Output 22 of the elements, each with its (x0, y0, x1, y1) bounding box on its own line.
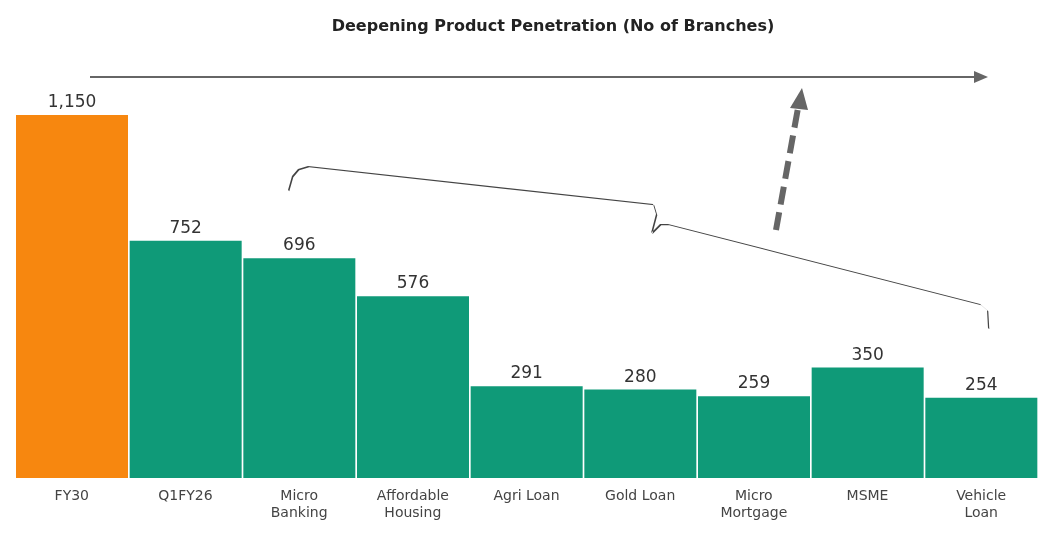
bar (357, 296, 469, 478)
data-label: 696 (283, 234, 316, 255)
x-tick-label: Vehicle Loan (956, 487, 1007, 520)
data-label: 576 (396, 272, 430, 293)
x-tick-label: MSME (846, 487, 889, 503)
chart-title: Deepening Product Penetration (No of Branches) (330, 16, 776, 35)
x-tick-label: Agri Loan (493, 487, 560, 503)
data-label: 350 (851, 343, 884, 364)
x-tick-label: Affordable Housing (376, 487, 449, 520)
data-label: 1,150 (47, 91, 97, 111)
x-tick-label: Micro Mortgage (720, 487, 788, 520)
x-tick-label: Micro Banking (270, 487, 328, 520)
x-tick-label: Q1FY26 (158, 487, 213, 503)
data-label: 280 (624, 365, 657, 386)
data-label: 291 (510, 362, 543, 383)
data-label: 259 (737, 372, 771, 393)
x-tick-label: Gold Loan (605, 487, 676, 503)
bar (698, 396, 810, 478)
x-tick-label: FY30 (54, 487, 90, 503)
data-label: 752 (169, 216, 202, 237)
data-label: 254 (965, 373, 998, 394)
bar (16, 115, 128, 478)
